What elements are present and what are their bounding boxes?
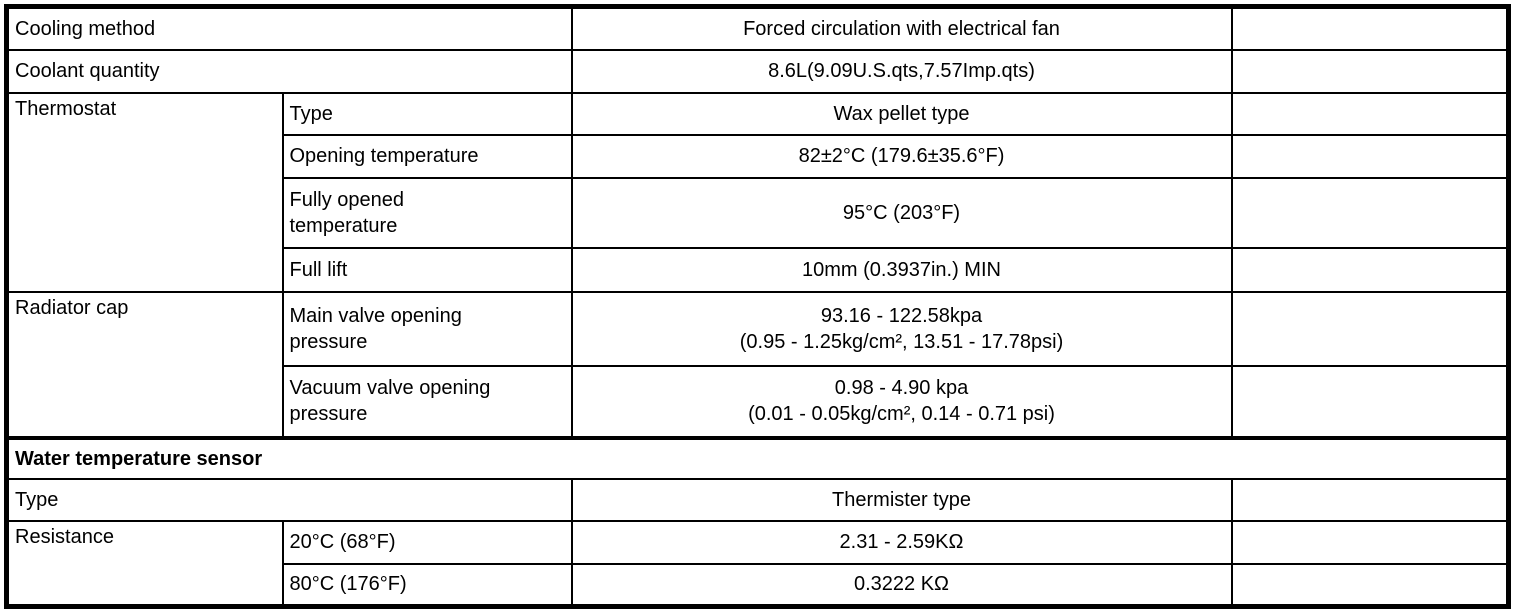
section-row-water-temperature-sensor: Water temperature sensor: [5, 435, 1510, 480]
table-row-main-valve: Radiator cap Main valve opening pressure…: [5, 290, 1510, 439]
table-row-vacuum-valve: Vacuum valve opening pressure 0.98 - 4.9…: [7, 364, 1510, 439]
table-row-opening-temperature: Opening temperature 82±2°C (179.6±35.6°F…: [7, 133, 1510, 179]
value-cooling-method: Forced circulation with electrical fan: [570, 5, 1233, 51]
empty-cell: [1230, 133, 1510, 179]
label-full-lift: Full lift: [281, 246, 573, 293]
label-thermostat: Thermostat: [5, 91, 284, 293]
value-thermostat-type: Wax pellet type: [570, 91, 1233, 136]
table-row-resistance-80c: 80°C (176°F) 0.3222 KΩ: [7, 562, 1510, 608]
label-resistance: Resistance: [5, 519, 284, 608]
table-row-resistance-20c: Resistance 20°C (68°F) 2.31 - 2.59KΩ: [5, 519, 1510, 608]
empty-cell: [1230, 91, 1510, 136]
value-opening-temperature: 82±2°C (179.6±35.6°F): [570, 133, 1233, 179]
empty-cell: [1230, 246, 1510, 293]
empty-cell: [1230, 176, 1510, 249]
empty-cell: [1230, 519, 1510, 565]
value-coolant-quantity: 8.6L(9.09U.S.qts,7.57Imp.qts): [570, 48, 1233, 94]
table-row-full-lift: Full lift 10mm (0.3937in.) MIN: [7, 246, 1510, 293]
empty-cell: [1230, 48, 1510, 94]
label-main-valve-opening-pressure: Main valve opening pressure: [281, 290, 573, 367]
value-full-lift: 10mm (0.3937in.) MIN: [570, 246, 1233, 293]
table-row-fully-opened-temperature: Fully opened temperature 95°C (203°F): [7, 176, 1510, 249]
value-sensor-type: Thermister type: [570, 477, 1233, 522]
table-row-sensor-type: Type Thermister type: [5, 477, 1510, 522]
value-main-valve-opening-pressure: 93.16 - 122.58kpa (0.95 - 1.25kg/cm², 13…: [570, 290, 1233, 367]
empty-cell: [1230, 364, 1510, 439]
value-fully-opened-temperature: 95°C (203°F): [570, 176, 1233, 249]
value-resistance-20c: 2.31 - 2.59KΩ: [570, 519, 1233, 565]
label-sensor-type: Type: [5, 477, 573, 522]
label-cooling-method: Cooling method: [5, 5, 573, 51]
label-opening-temperature: Opening temperature: [281, 133, 573, 179]
empty-cell: [1230, 5, 1510, 51]
cooling-spec-table: Cooling method Forced circulation with e…: [4, 4, 1511, 609]
table-row-coolant-quantity: Coolant quantity 8.6L(9.09U.S.qts,7.57Im…: [5, 48, 1510, 94]
empty-cell: [1230, 562, 1510, 608]
label-coolant-quantity: Coolant quantity: [5, 48, 573, 94]
empty-cell: [1230, 477, 1510, 522]
label-vacuum-valve-opening-pressure: Vacuum valve opening pressure: [281, 364, 573, 439]
label-thermostat-type: Type: [281, 91, 573, 136]
section-title-water-temperature-sensor: Water temperature sensor: [5, 435, 1510, 480]
value-resistance-80c: 0.3222 KΩ: [570, 562, 1233, 608]
label-radiator-cap: Radiator cap: [5, 290, 284, 439]
label-fully-opened-temperature: Fully opened temperature: [281, 176, 573, 249]
label-resistance-20c: 20°C (68°F): [281, 519, 573, 565]
empty-cell: [1230, 290, 1510, 367]
value-vacuum-valve-opening-pressure: 0.98 - 4.90 kpa (0.01 - 0.05kg/cm², 0.14…: [570, 364, 1233, 439]
table-row-cooling-method: Cooling method Forced circulation with e…: [5, 5, 1510, 51]
table-row-thermostat-type: Thermostat Type Wax pellet type: [5, 91, 1510, 293]
label-resistance-80c: 80°C (176°F): [281, 562, 573, 608]
